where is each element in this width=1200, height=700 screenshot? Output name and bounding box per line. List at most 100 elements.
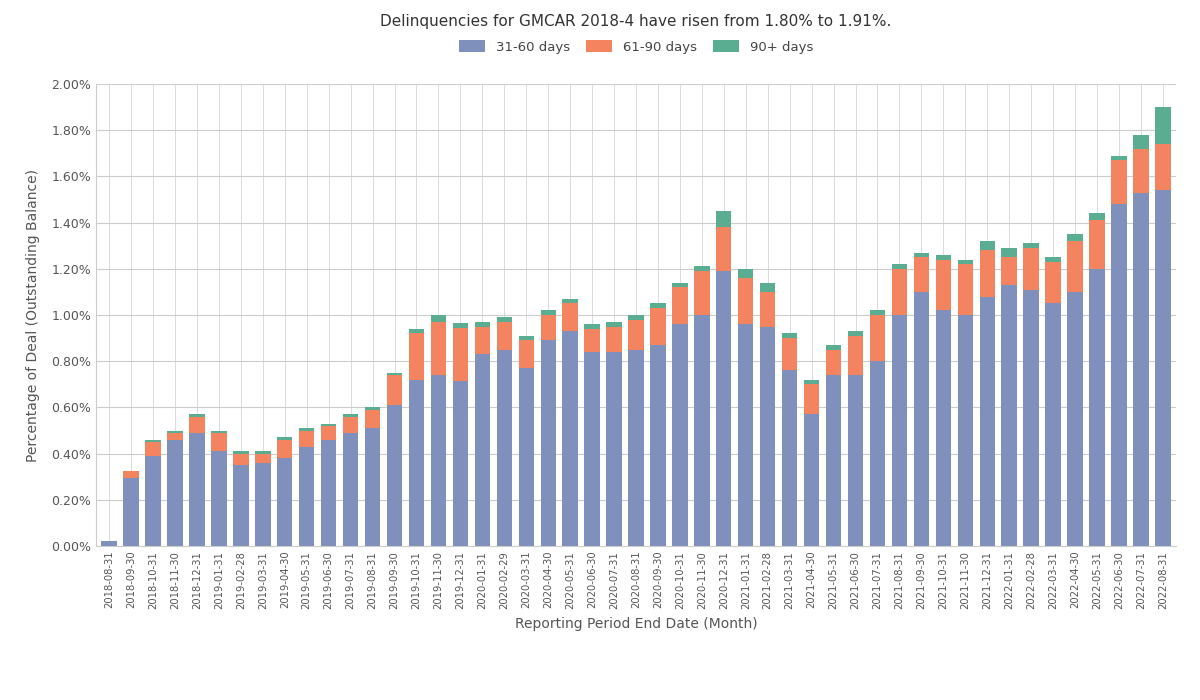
Bar [672,287,688,324]
Bar [1067,241,1082,292]
Bar [848,331,863,336]
Bar [563,299,578,304]
Bar [782,338,797,370]
Bar [760,327,775,546]
Bar [694,315,709,546]
Bar [211,430,227,433]
Bar [826,345,841,349]
Bar [233,452,248,454]
Bar [1090,220,1105,269]
Bar [475,322,490,327]
Bar [629,349,643,546]
Bar [256,463,270,546]
Bar [322,426,336,440]
Bar [804,414,820,546]
Bar [563,304,578,331]
Bar [322,440,336,546]
Bar [958,315,973,546]
Bar [497,322,512,349]
Bar [1067,292,1082,546]
Bar [409,379,424,546]
Bar [629,315,643,320]
Bar [322,424,336,426]
Y-axis label: Percentage of Deal (Outstanding Balance): Percentage of Deal (Outstanding Balance) [26,169,40,461]
Bar [892,264,907,269]
Bar [431,322,446,375]
Bar [497,317,512,322]
Bar [190,433,205,546]
Bar [277,458,293,546]
Bar [1045,304,1061,546]
Bar [936,310,950,546]
Bar [1156,144,1170,190]
Title: Delinquencies for GMCAR 2018-4 have risen from 1.80% to 1.91%.: Delinquencies for GMCAR 2018-4 have rise… [380,14,892,29]
Bar [124,478,139,546]
Bar [979,297,995,546]
Bar [782,370,797,546]
Bar [386,375,402,405]
Bar [167,433,182,440]
Bar [584,324,600,329]
Bar [540,315,556,340]
Bar [629,320,643,349]
Bar [650,345,666,546]
Bar [343,414,359,416]
Bar [256,454,270,463]
Bar [1133,135,1148,148]
Bar [386,405,402,546]
Bar [848,375,863,546]
Bar [190,416,205,433]
Bar [760,283,775,292]
Bar [716,271,732,546]
X-axis label: Reporting Period End Date (Month): Reporting Period End Date (Month) [515,617,757,631]
Bar [1156,107,1170,144]
Bar [1133,193,1148,546]
Bar [563,331,578,546]
Bar [892,269,907,315]
Bar [1002,248,1016,258]
Bar [409,333,424,379]
Bar [256,452,270,454]
Bar [475,327,490,354]
Bar [452,381,468,546]
Bar [1090,269,1105,546]
Bar [848,336,863,375]
Bar [782,333,797,338]
Bar [606,322,622,327]
Bar [409,329,424,333]
Bar [870,361,886,546]
Bar [1111,204,1127,546]
Bar [936,255,950,260]
Bar [716,228,732,271]
Bar [1024,244,1039,248]
Bar [167,430,182,433]
Bar [738,324,754,546]
Bar [650,308,666,345]
Bar [299,428,314,430]
Bar [1067,234,1082,241]
Bar [738,269,754,278]
Bar [1133,148,1148,193]
Bar [694,271,709,315]
Bar [1024,290,1039,546]
Bar [958,264,973,315]
Bar [760,292,775,327]
Bar [211,452,227,546]
Bar [1156,190,1170,546]
Bar [716,211,732,228]
Bar [672,283,688,287]
Bar [277,438,293,440]
Bar [145,456,161,546]
Bar [365,407,380,410]
Bar [190,414,205,416]
Bar [870,315,886,361]
Bar [826,350,841,375]
Bar [1002,258,1016,285]
Bar [277,440,293,459]
Bar [102,541,116,546]
Bar [804,384,820,414]
Bar [913,253,929,258]
Bar [1111,155,1127,160]
Bar [1045,258,1061,262]
Bar [299,430,314,447]
